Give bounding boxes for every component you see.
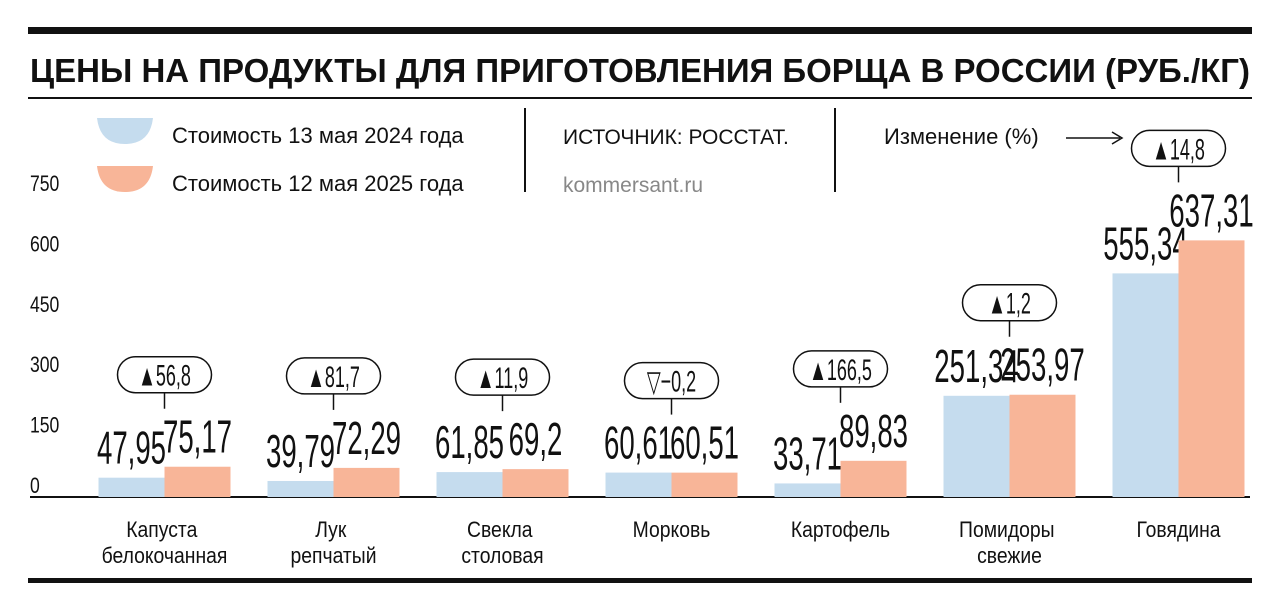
bar [774, 483, 841, 497]
y-tick-label: 450 [30, 293, 59, 317]
bar [502, 469, 569, 497]
bar [333, 467, 400, 497]
bottom-rule [28, 578, 1252, 583]
change-title: Изменение (%) [884, 124, 1039, 149]
x-tick-label: Говядина [1136, 518, 1221, 542]
annotation: ▲81,7 [307, 361, 360, 394]
value-label: 72,29 [332, 414, 401, 465]
x-tick-label: Морковь [633, 518, 711, 542]
annotation: ▲166,5 [809, 354, 872, 387]
bar [267, 480, 334, 497]
y-tick-label: 0 [30, 474, 40, 498]
bar [164, 466, 231, 497]
legend-swatch [97, 118, 153, 144]
annotation: ▲56,8 [138, 360, 191, 393]
bar [436, 472, 503, 497]
annotation: ▲11,9 [477, 363, 528, 396]
value-label: 47,95 [97, 424, 166, 475]
value-label: 61,85 [435, 418, 504, 469]
bar [671, 472, 738, 497]
annotation: ▽−0,2 [647, 366, 696, 399]
x-tick-label: Помидоры свежие [959, 518, 1060, 568]
value-label: 75,17 [163, 413, 232, 464]
y-tick-label: 600 [30, 233, 59, 257]
y-tick-label: 750 [30, 172, 59, 196]
value-label: 33,71 [773, 429, 842, 480]
bar [98, 477, 165, 497]
annotation-pill [1130, 129, 1227, 168]
annotation-pill [116, 355, 213, 394]
value-label: 39,79 [266, 427, 335, 478]
bar [943, 395, 1010, 497]
bar [840, 460, 907, 497]
bar [605, 472, 672, 497]
bar [1009, 394, 1076, 497]
value-label: 253,97 [1000, 341, 1084, 392]
site: kommersant.ru [563, 174, 703, 197]
bar [1178, 240, 1245, 497]
legend-swatch [97, 166, 153, 192]
value-label: 60,51 [670, 419, 739, 470]
x-tick-label: Лук репчатый [290, 518, 376, 568]
annotation-pill [454, 358, 551, 396]
annotation: ▲14,8 [1152, 134, 1205, 167]
annotation-pill [961, 283, 1058, 322]
y-tick-label: 150 [30, 414, 59, 438]
legend-label: Стоимость 13 мая 2024 года [172, 123, 464, 148]
value-label: 89,83 [839, 407, 908, 458]
annotation-pill [285, 357, 382, 395]
top-rule [28, 27, 1252, 34]
value-label: 251,34 [934, 342, 1018, 393]
annotation: ▲1,2 [988, 288, 1031, 321]
annotation-pill [623, 361, 720, 400]
annotation-pill [792, 350, 889, 388]
arrow-head [1111, 131, 1124, 145]
x-tick-label: Картофель [791, 518, 890, 542]
x-tick-label: Капуста белокочанная [102, 518, 228, 568]
chart-title: ЦЕНЫ НА ПРОДУКТЫ ДЛЯ ПРИГОТОВЛЕНИЯ БОРЩА… [30, 52, 1250, 89]
x-tick-label: Свекла столовая [461, 518, 543, 568]
bar [1112, 273, 1179, 497]
legend-label: Стоимость 12 мая 2025 года [172, 171, 464, 196]
value-label: 69,2 [509, 415, 563, 466]
value-label: 555,34 [1103, 219, 1187, 270]
value-label: 637,31 [1169, 186, 1253, 237]
source: ИСТОЧНИК: РОССТАТ. [563, 126, 789, 149]
value-label: 60,61 [604, 419, 673, 470]
y-tick-label: 300 [30, 353, 59, 377]
